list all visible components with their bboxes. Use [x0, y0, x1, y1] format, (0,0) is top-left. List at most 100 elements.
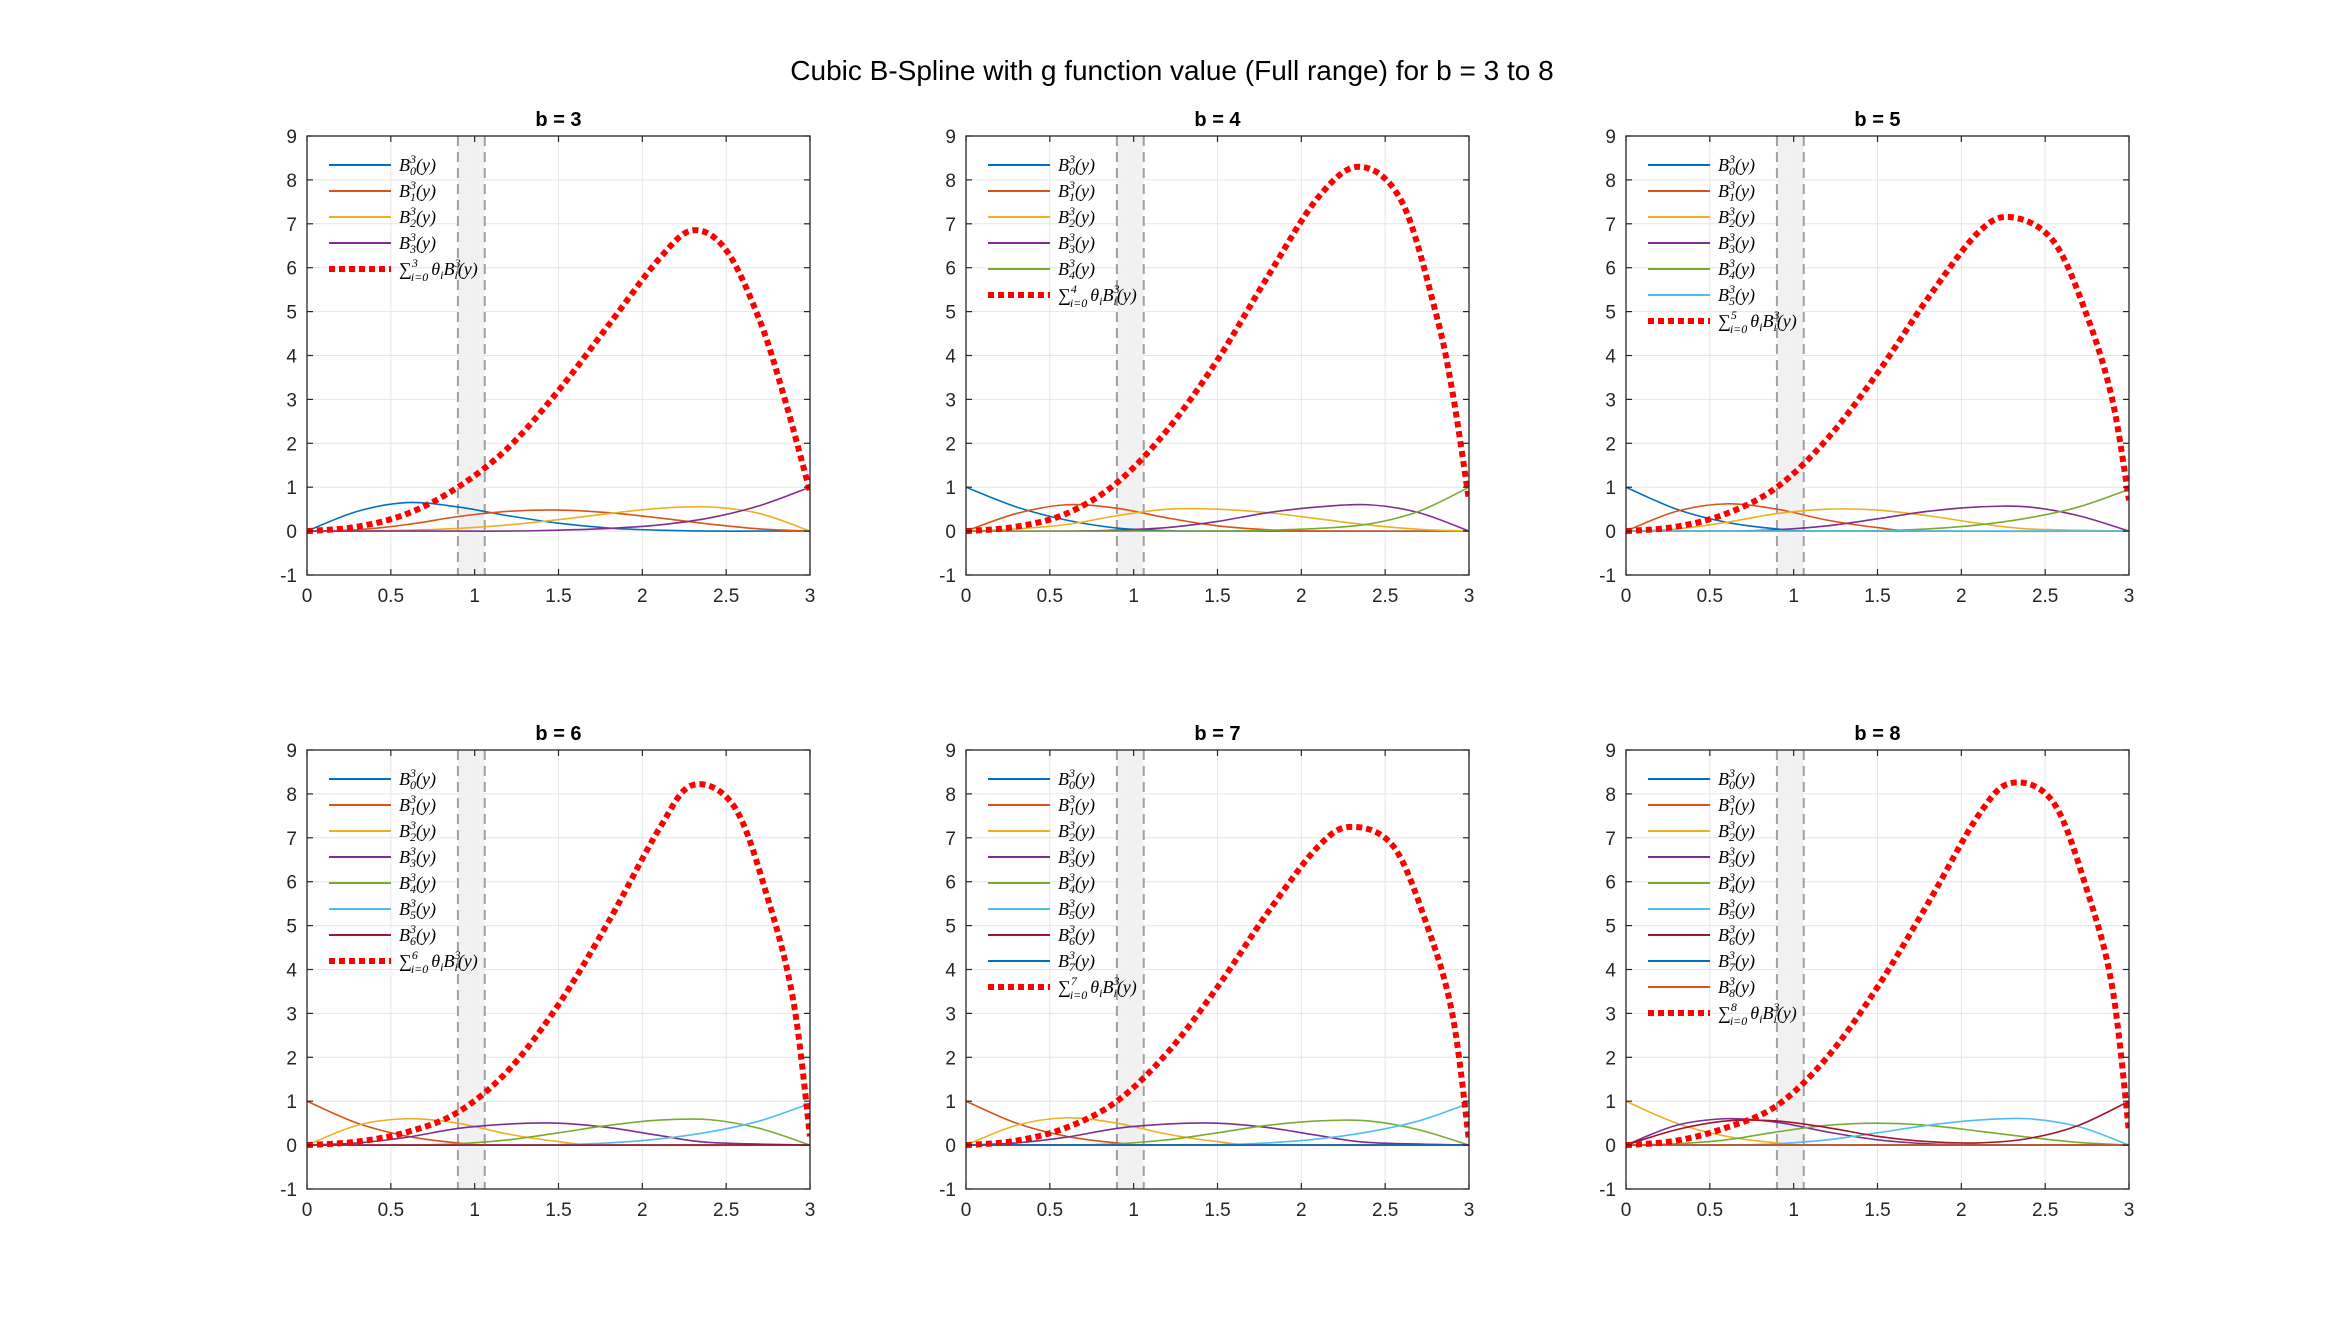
y-tick-label: 6 [945, 259, 956, 280]
x-tick-label: 3 [1464, 586, 1475, 607]
legend-basis-label: B3 2(y) [1718, 818, 1755, 844]
legend-item-basis-4: B3 4(y) [1648, 256, 1755, 282]
legend: B3 0(y)B3 1(y)B3 2(y)B3 3(y)B3 4(y)B3 5(y)B3 6(… [329, 766, 478, 976]
legend-basis-label: B3 1(y) [399, 178, 436, 204]
legend-item-basis-1: B3 1(y) [329, 178, 436, 204]
legend-basis-label: B3 0(y) [1718, 152, 1755, 178]
figure-title: Cubic B-Spline with g function value (Fu… [790, 55, 1553, 86]
y-tick-label: 2 [1605, 434, 1616, 455]
legend-item-basis-5: B3 5(y) [988, 896, 1095, 922]
y-tick-label: 9 [1605, 741, 1616, 762]
x-tick-label: 3 [1464, 1200, 1475, 1221]
x-tick-label: 3 [2124, 586, 2135, 607]
series-basis-1-line [966, 503, 1469, 532]
series-basis-6-line [1626, 1100, 2129, 1146]
legend-item-basis-2: B3 2(y) [1648, 818, 1755, 844]
y-tick-label: 5 [1605, 303, 1616, 324]
subplot-title: b = 7 [1194, 723, 1240, 745]
x-tick-label: 1.5 [1204, 586, 1230, 607]
series-basis-3-line [307, 1122, 810, 1146]
legend-basis-label: B3 6(y) [1718, 922, 1755, 948]
legend-item-basis-2: B3 2(y) [988, 204, 1095, 230]
series-lines [966, 163, 1469, 535]
series-basis-1-line [307, 509, 810, 532]
x-tick-label: 0 [1621, 586, 1632, 607]
legend-item-basis-5: B3 5(y) [1648, 282, 1755, 308]
subplot-title: b = 6 [535, 723, 581, 745]
legend-basis-label: B3 8(y) [1718, 974, 1755, 1000]
shaded-band [1116, 750, 1144, 1189]
legend-item-basis-1: B3 1(y) [1648, 178, 1755, 204]
y-tick-label: 6 [286, 259, 297, 280]
legend-basis-label: B3 6(y) [399, 922, 436, 948]
subplot-title: b = 8 [1854, 723, 1900, 745]
legend-basis-label: B3 6(y) [1058, 922, 1095, 948]
x-tick-label: 2.5 [713, 1200, 739, 1221]
series-sum-line [966, 823, 1469, 1149]
y-tick-label: 1 [945, 478, 956, 499]
y-tick-label: -1 [939, 1180, 956, 1201]
x-tick-label: 0.5 [1037, 586, 1063, 607]
x-tick-label: 2 [1956, 586, 1967, 607]
legend-basis-label: B3 4(y) [1058, 256, 1095, 282]
legend-sum-label: ∑6 i=0 θiB3 i(y) [399, 948, 478, 976]
x-tick-label: 2.5 [2032, 1200, 2058, 1221]
x-tick-label: 2 [637, 1200, 648, 1221]
y-tick-label: -1 [280, 566, 297, 587]
y-tick-label: 3 [945, 1004, 956, 1025]
x-tick-label: 1.5 [545, 1200, 571, 1221]
legend-basis-label: B3 7(y) [1058, 948, 1095, 974]
y-tick-label: 1 [1605, 1092, 1616, 1113]
y-tick-label: 8 [945, 171, 956, 192]
legend-basis-label: B3 0(y) [399, 766, 436, 792]
legend-basis-label: B3 3(y) [399, 844, 436, 870]
y-tick-label: 9 [945, 127, 956, 148]
x-tick-label: 1 [469, 586, 480, 607]
x-tick-label: 2.5 [1372, 1200, 1398, 1221]
legend-item-basis-4: B3 4(y) [1648, 870, 1755, 896]
legend-basis-label: B3 4(y) [1718, 256, 1755, 282]
series-basis-4-line [966, 486, 1469, 532]
y-tick-label: 3 [1605, 1004, 1616, 1025]
legend-basis-label: B3 5(y) [1058, 896, 1095, 922]
x-tick-label: 0 [1621, 1200, 1632, 1221]
y-tick-label: 6 [286, 873, 297, 894]
y-tick-label: 5 [1605, 917, 1616, 938]
x-tick-label: 0 [961, 586, 972, 607]
x-tick-label: 0.5 [1037, 1200, 1063, 1221]
x-tick-label: 0.5 [1697, 586, 1723, 607]
legend-item-basis-4: B3 4(y) [988, 256, 1095, 282]
y-tick-label: 1 [286, 478, 297, 499]
legend-basis-label: B3 4(y) [1718, 870, 1755, 896]
y-tick-label: 4 [945, 961, 956, 982]
y-tick-label: 9 [286, 741, 297, 762]
legend-item-basis-2: B3 2(y) [1648, 204, 1755, 230]
legend-item-basis-0: B3 0(y) [988, 152, 1095, 178]
legend-basis-label: B3 1(y) [399, 792, 436, 818]
y-tick-label: 0 [286, 1136, 297, 1157]
legend-item-basis-0: B3 0(y) [329, 152, 436, 178]
y-tick-label: 2 [286, 434, 297, 455]
legend-item-basis-6: B3 6(y) [1648, 922, 1755, 948]
series-lines [307, 781, 810, 1149]
x-tick-label: 3 [2124, 1200, 2135, 1221]
y-tick-label: 7 [945, 215, 956, 236]
series-basis-0-line [307, 501, 810, 532]
series-sum-line [1626, 779, 2129, 1149]
legend-item-sum: ∑6 i=0 θiB3 i(y) [329, 948, 478, 976]
legend-item-basis-3: B3 3(y) [1648, 230, 1755, 256]
legend-basis-label: B3 4(y) [399, 870, 436, 896]
legend-item-basis-8: B3 8(y) [1648, 974, 1755, 1000]
legend-item-basis-0: B3 0(y) [329, 766, 436, 792]
legend-basis-label: B3 2(y) [399, 818, 436, 844]
x-tick-label: 0.5 [378, 586, 404, 607]
x-tick-label: 1.5 [1204, 1200, 1230, 1221]
legend-item-basis-7: B3 7(y) [988, 948, 1095, 974]
y-tick-label: 7 [1605, 215, 1616, 236]
y-tick-label: 4 [286, 347, 297, 368]
legend-basis-label: B3 2(y) [1058, 204, 1095, 230]
